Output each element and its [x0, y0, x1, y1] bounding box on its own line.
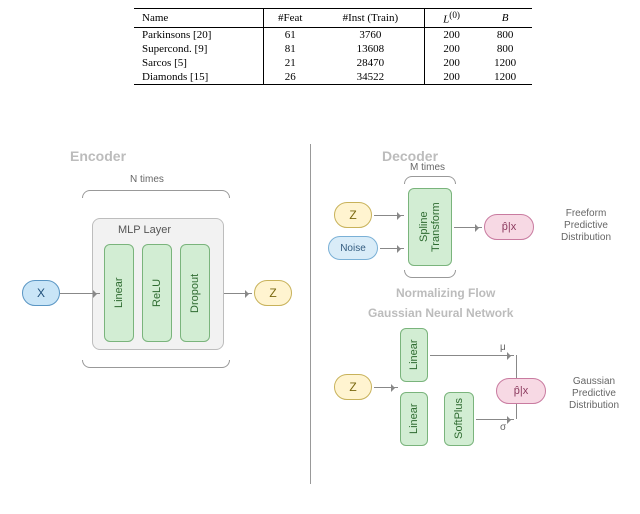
arrow-spline-to-phat [454, 227, 482, 228]
linear-block-sigma: Linear [400, 392, 428, 446]
table-row: Parkinsons [20] 61 3760 200 800 [134, 27, 532, 42]
n-times-label: N times [130, 174, 164, 185]
col-feat: #Feat [263, 9, 317, 28]
col-b: B [478, 9, 532, 28]
gnn-heading: Gaussian Neural Network [368, 306, 513, 320]
encoder-brace [82, 190, 230, 198]
mu-down [516, 355, 517, 378]
sigma-up [516, 402, 517, 419]
encoder-brace-bottom [82, 360, 230, 368]
decoder-brace-bottom [404, 270, 456, 278]
architecture-diagram: Encoder N times MLP Layer X Linear ReLU … [0, 130, 640, 514]
gnn-input-z: Z [334, 374, 372, 400]
arrow-sigma [476, 419, 514, 420]
spline-block: Spline Transform [408, 188, 452, 266]
arrow-z-to-spline [374, 215, 404, 216]
gaussian-annot: Gaussian Predictive Distribution [554, 376, 634, 412]
table-row: Diamonds [15] 26 34522 200 1200 [134, 70, 532, 85]
center-divider [310, 144, 311, 484]
softplus-block: SoftPlus [444, 392, 474, 446]
nf-noise: Noise [328, 236, 378, 260]
encoder-output-z: Z [254, 280, 292, 306]
m-times-label: M times [410, 162, 445, 173]
nf-heading: Normalizing Flow [396, 286, 495, 300]
sigma-label: σ [500, 422, 506, 433]
datasets-table: Name #Feat #Inst (Train) L(0) B Parkinso… [134, 8, 532, 85]
relu-block: ReLU [142, 244, 172, 342]
dropout-block: Dropout [180, 244, 210, 342]
table-row: Sarcos [5] 21 28470 200 1200 [134, 56, 532, 70]
mlp-layer-label: MLP Layer [118, 224, 171, 236]
table-row: Supercond. [9] 81 13608 200 800 [134, 42, 532, 56]
mu-label: μ [500, 342, 506, 353]
col-inst: #Inst (Train) [317, 9, 425, 28]
encoder-heading: Encoder [70, 148, 126, 164]
decoder-brace [404, 176, 456, 184]
linear-block-enc: Linear [104, 244, 134, 342]
arrow-noise-to-spline [380, 248, 404, 249]
gnn-output-phat: p̂|x [496, 378, 546, 404]
encoder-input-x: X [22, 280, 60, 306]
linear-block-mu: Linear [400, 328, 428, 382]
col-name: Name [134, 9, 263, 28]
arrow-x-to-mlp [60, 293, 100, 294]
col-l0: L(0) [424, 9, 478, 28]
arrow-mu [430, 355, 514, 356]
arrow-mlp-to-z [224, 293, 252, 294]
arrow-z-to-linear [374, 387, 398, 388]
freeform-annot: Freeform Predictive Distribution [546, 208, 626, 244]
nf-output-phat: p̂|x [484, 214, 534, 240]
nf-input-z: Z [334, 202, 372, 228]
